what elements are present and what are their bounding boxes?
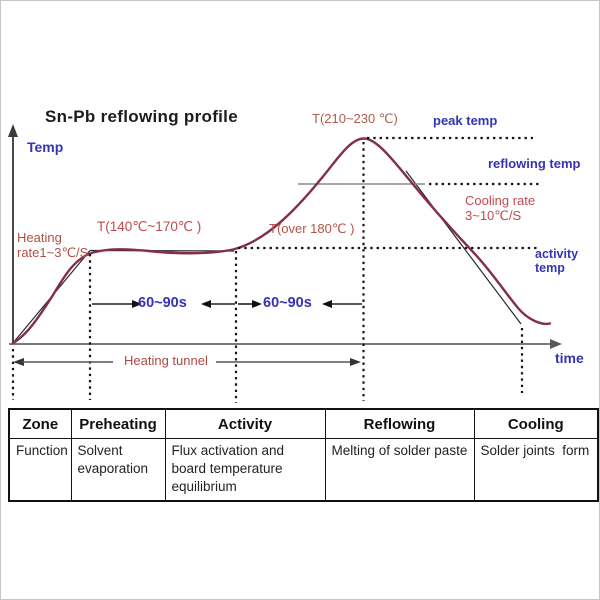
header-activity: Activity [164,408,326,439]
preheat-duration-label: 60~90s [138,295,187,311]
header-zone: Zone [8,408,72,439]
y-axis [8,124,18,345]
cell-preheating-function: Solvent evaporation [70,437,166,502]
table-row: Function Solvent evaporation Flux activa… [8,437,599,502]
span1-arrows [92,300,235,308]
table-header-row: Zone Preheating Activity Reflowing Cooli… [8,408,599,439]
y-axis-arrowhead-icon [8,124,18,137]
activity-temp-line-label: activity temp [535,247,579,275]
cell-activity-function: Flux activation and board temperature eq… [164,437,326,502]
heating-rate-annotation: Heating rate1~3℃/S [17,230,89,260]
activity-duration-label: 60~90s [263,295,312,311]
cell-reflowing-function: Melting of solder paste [324,437,475,502]
header-reflowing: Reflowing [324,408,475,439]
span2-arrows [238,300,362,308]
heating-tunnel-label: Heating tunnel [124,353,208,368]
x-axis-label: time [555,350,584,366]
peak-temp-range-annotation: T(210~230 ℃) [312,111,398,126]
header-preheating: Preheating [70,408,166,439]
chart-title: Sn-Pb reflowing profile [45,107,238,126]
y-axis-label: Temp [27,139,64,155]
preheat-temp-annotation: T(140℃~170℃ ) [97,219,202,234]
header-cooling: Cooling [473,408,599,439]
zone-function-table: Zone Preheating Activity Reflowing Cooli… [8,408,599,502]
temperature-curve [11,137,552,345]
cooling-rate-guide-line [405,170,522,325]
reflowing-temp-line-label: reflowing temp [488,156,581,171]
activity-temp-annotation: T(over 180℃ ) [269,221,355,236]
cell-function: Function [8,437,72,502]
heating-tunnel-arrow [13,358,361,366]
cell-cooling-function: Solder joints form [473,437,599,502]
peak-temp-line-label: peak temp [433,113,498,128]
cooling-rate-annotation: Cooling rate 3~10℃/S [465,193,536,223]
x-axis [9,339,562,349]
heating-rate-guide-line [12,249,235,344]
x-axis-arrowhead-icon [550,339,562,349]
